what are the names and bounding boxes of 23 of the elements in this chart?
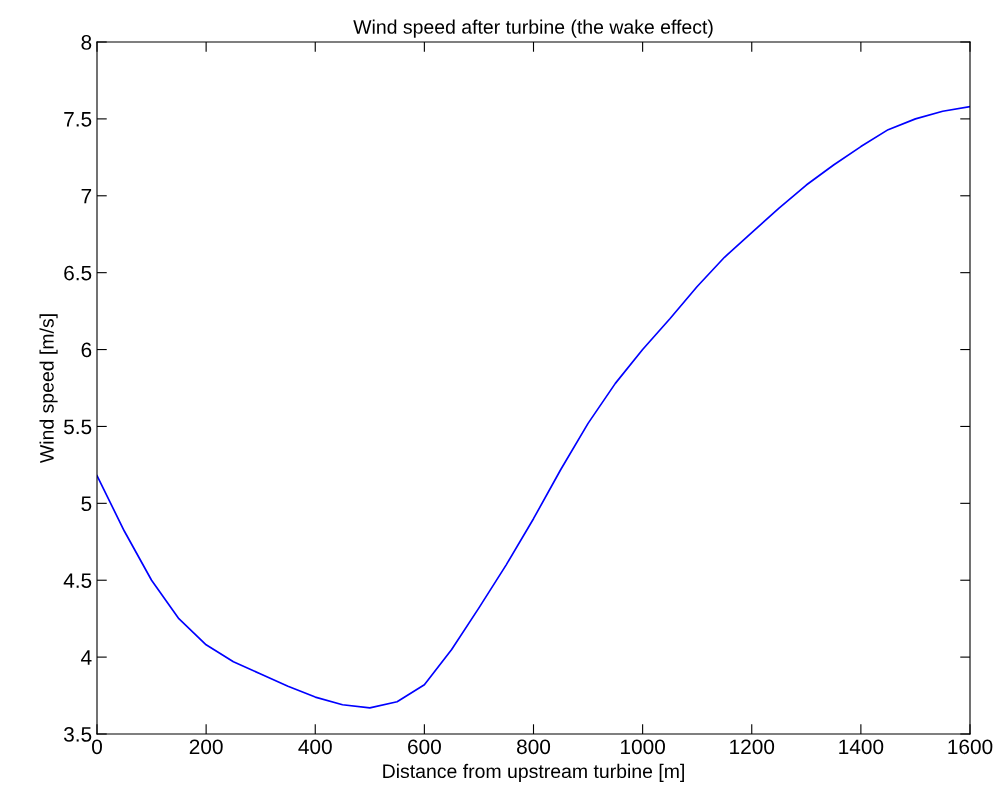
y-tick-label: 7 [81,188,92,204]
x-tick-label: 1200 [730,739,775,755]
x-tick-label: 1600 [948,739,993,755]
y-tick-label: 3.5 [63,727,92,742]
x-axis-title: Distance from upstream turbine [m] [383,763,684,782]
chart-title: Wind speed after turbine (the wake effect) [353,19,713,38]
y-tick-label: 5 [81,496,92,512]
y-tick-label: 6 [81,342,92,358]
y-tick-label: 4 [81,650,92,665]
x-tick-label: 1000 [621,739,665,755]
line-series [97,105,970,709]
x-tick-label: 0 [92,739,102,755]
x-tick-label: 200 [189,739,223,755]
y-tick-label: 6.5 [64,265,92,281]
y-axis-title: Wind speed [m/s] [39,314,58,464]
x-tick-label: 600 [408,739,441,755]
x-tick-label: 1400 [839,739,884,755]
y-tick-label: 4.5 [63,573,92,588]
y-tick-label: 7.5 [64,112,92,127]
x-tick-label: 400 [298,739,332,755]
x-tick-label: 800 [517,739,551,755]
y-tick-label: 5.5 [64,419,92,435]
y-tick-label: 8 [81,35,92,50]
